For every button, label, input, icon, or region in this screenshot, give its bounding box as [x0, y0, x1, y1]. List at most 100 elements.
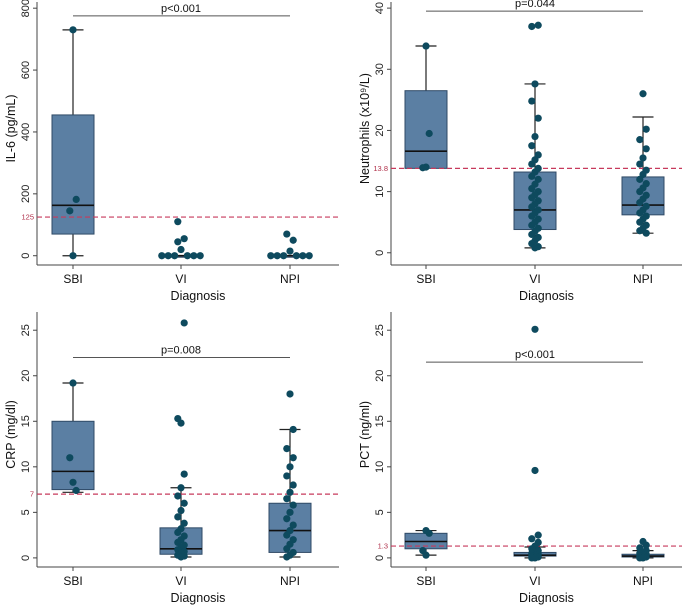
crp-p-value: p=0.008: [161, 345, 201, 357]
neutrophils-category-vi: VI: [529, 272, 540, 286]
il6-data-point: [292, 252, 300, 260]
pct-x-axis-label: Diagnosis: [519, 591, 574, 605]
pct-data-point: [531, 466, 539, 475]
neutrophils-data-point: [531, 132, 539, 141]
il6-data-point: [69, 26, 77, 34]
il6-data-point: [280, 252, 288, 260]
pct-category-npi: NPI: [633, 574, 653, 588]
il6-ytick-label: 200: [20, 185, 32, 203]
crp-data-point: [180, 499, 188, 507]
pct-data-point: [531, 325, 539, 333]
crp-data-point: [283, 515, 291, 523]
pct-data-point: [425, 529, 433, 537]
neutrophils-data-point: [422, 42, 430, 50]
neutrophils-category-npi: NPI: [633, 272, 653, 286]
pct-data-point: [528, 535, 536, 543]
pct-ytick-label: 20: [374, 370, 386, 382]
pct-ytick-label: 15: [374, 415, 386, 427]
pct-ytick-label: 10: [374, 461, 386, 473]
neutrophils-ytick-label: 10: [374, 185, 386, 197]
il6-data-point: [190, 252, 198, 260]
il6-category-vi: VI: [175, 272, 186, 286]
neutrophils-data-point: [636, 136, 644, 144]
il6-data-point: [66, 207, 74, 215]
il6-data-point: [171, 252, 179, 260]
crp-data-point: [72, 486, 80, 495]
crp-data-point: [69, 478, 77, 486]
neutrophils-x-axis-label: Diagnosis: [519, 289, 574, 303]
neutrophils-data-point: [528, 203, 536, 211]
il6-p-value: p<0.001: [161, 3, 201, 15]
neutrophils-data-point: [528, 212, 536, 220]
crp-ytick-label: 0: [20, 555, 32, 561]
neutrophils-ytick-label: 30: [374, 63, 386, 75]
il6-data-point: [267, 252, 275, 260]
crp-data-point: [286, 390, 294, 398]
neutrophils-data-point: [642, 125, 650, 133]
neutrophils-data-point: [528, 22, 536, 31]
neutrophils-ytick-label: 0: [374, 250, 386, 256]
crp-data-point: [174, 528, 182, 536]
neutrophils-data-point: [425, 129, 433, 138]
crp-data-point: [174, 513, 182, 521]
crp-data-point: [286, 508, 294, 516]
crp-category-vi: VI: [175, 574, 186, 588]
neutrophils-category-sbi: SBI: [416, 272, 435, 286]
neutrophils-ytick-label: 40: [374, 2, 386, 14]
il6-data-point: [305, 252, 313, 260]
crp-data-point: [177, 419, 185, 427]
il6-x-axis-label: Diagnosis: [171, 289, 226, 303]
neutrophils-data-point: [531, 244, 539, 252]
neutrophils-data-point: [534, 114, 542, 122]
crp-ytick-label: 20: [20, 370, 32, 382]
neutrophils-data-point: [528, 194, 536, 202]
neutrophils-data-point: [636, 218, 644, 226]
neutrophils-data-point: [639, 154, 647, 162]
pct-y-axis-label: PCT (ng/ml): [358, 401, 372, 468]
neutrophils-y-axis-label: Neutrophils (x10⁹/L): [358, 73, 372, 184]
il6-data-point: [289, 236, 297, 244]
neutrophils-data-point: [528, 230, 536, 239]
crp-data-point: [283, 531, 291, 539]
crp-data-point: [177, 506, 185, 515]
pct-category-vi: VI: [529, 574, 540, 588]
crp-data-point: [177, 484, 185, 492]
neutrophils-data-point: [639, 90, 647, 98]
crp-ytick-label: 10: [20, 461, 32, 473]
crp-data-point: [174, 538, 182, 547]
crp-data-point: [286, 463, 294, 471]
crp-data-point: [289, 454, 297, 462]
pct-category-sbi: SBI: [416, 574, 435, 588]
crp-ytick-label: 5: [20, 509, 32, 515]
neutrophils-ytick-label: 20: [374, 124, 386, 136]
crp-data-point: [283, 495, 291, 503]
crp-y-axis-label: CRP (mg/dl): [4, 400, 18, 469]
neutrophils-data-point: [531, 80, 539, 88]
crp-data-point: [180, 519, 188, 527]
il6-ytick-label: 400: [20, 123, 32, 141]
neutrophils-data-point: [636, 199, 644, 207]
crp-data-point: [289, 501, 297, 509]
pct-data-point: [528, 554, 536, 562]
neutrophils-box-sbi: [404, 90, 448, 169]
crp-data-point: [177, 553, 185, 561]
neutrophils-data-point: [636, 160, 644, 168]
crp-ytick-label: 25: [20, 324, 32, 336]
pct-ytick-label: 5: [374, 509, 386, 515]
crp-x-axis-label: Diagnosis: [171, 591, 226, 605]
neutrophils-data-point: [534, 21, 542, 29]
il6-data-point: [183, 252, 191, 260]
crp-data-point: [286, 488, 294, 496]
il6-data-point: [164, 252, 172, 260]
crp-data-point: [180, 470, 188, 478]
il6-data-point: [158, 252, 166, 260]
il6-ytick-label: 0: [20, 253, 32, 259]
neutrophils-data-point: [636, 227, 644, 235]
il6-data-point: [273, 252, 281, 260]
neutrophils-data-point: [636, 175, 644, 183]
il6-data-point: [180, 235, 188, 243]
crp-category-npi: NPI: [280, 574, 300, 588]
neutrophils-p-value: p=0.044: [515, 0, 555, 10]
crp-data-point: [283, 545, 291, 553]
